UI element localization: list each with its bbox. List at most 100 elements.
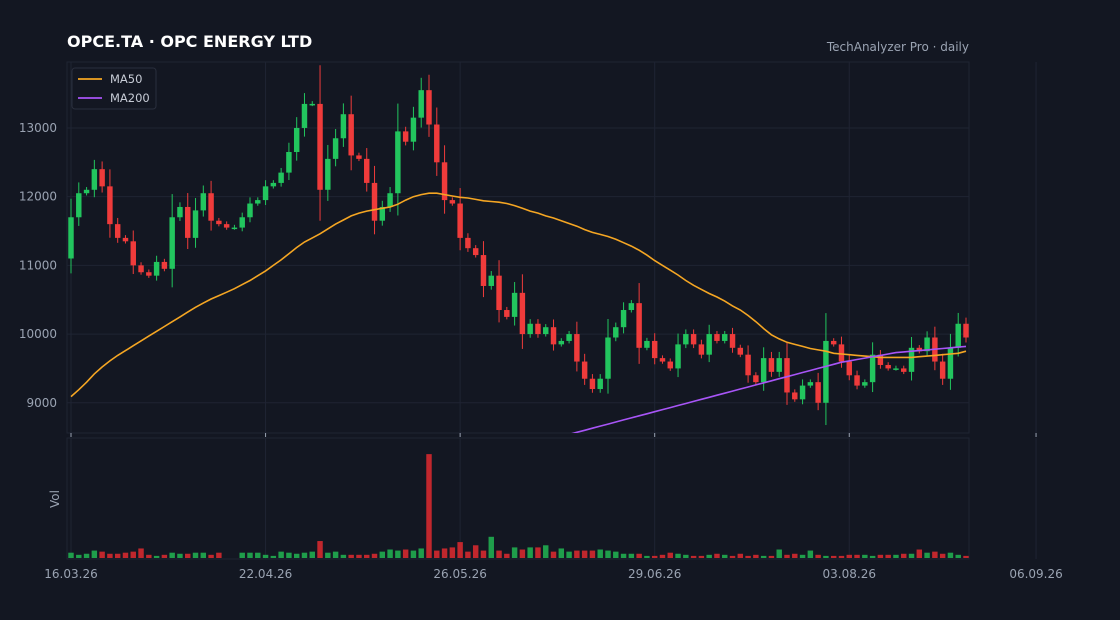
volume-bar bbox=[153, 555, 160, 558]
volume-bar bbox=[566, 551, 572, 558]
candle-body bbox=[239, 217, 245, 228]
candle-body bbox=[192, 210, 199, 238]
legend-label: MA50 bbox=[110, 72, 142, 86]
candle bbox=[76, 182, 82, 226]
volume-bar bbox=[465, 551, 471, 558]
candle-body bbox=[387, 193, 393, 207]
candle-body bbox=[153, 261, 160, 276]
candle bbox=[223, 221, 230, 230]
volume-bar bbox=[426, 454, 432, 558]
candle-body bbox=[480, 255, 487, 286]
candle-body bbox=[714, 334, 720, 341]
candle-body bbox=[146, 272, 152, 276]
candle-body bbox=[838, 344, 845, 362]
volume-bar bbox=[270, 555, 277, 558]
candle-body bbox=[301, 103, 308, 128]
volume-bar bbox=[441, 548, 448, 558]
volume-bar bbox=[799, 554, 806, 558]
candle bbox=[963, 317, 969, 343]
volume-bar bbox=[636, 553, 642, 558]
volume-bar bbox=[776, 549, 782, 558]
candle bbox=[706, 324, 712, 363]
candle-body bbox=[620, 310, 627, 328]
volume-bar bbox=[278, 551, 284, 558]
candle-body bbox=[846, 361, 852, 376]
volume-bar bbox=[511, 547, 518, 558]
volume-bar bbox=[574, 550, 580, 558]
volume-bar bbox=[262, 554, 269, 558]
y-tick-label: 11000 bbox=[19, 258, 57, 272]
y-tick-label: 12000 bbox=[19, 190, 57, 204]
volume-bar bbox=[581, 550, 588, 558]
candle bbox=[784, 342, 790, 405]
candle bbox=[278, 167, 284, 187]
y-tick-label: 13000 bbox=[19, 121, 57, 135]
candle bbox=[955, 312, 961, 357]
volume-bar bbox=[901, 553, 907, 558]
volume-bar bbox=[239, 552, 245, 558]
candle-body bbox=[99, 169, 105, 187]
volume-bar bbox=[908, 553, 915, 558]
candle-body bbox=[636, 303, 642, 348]
candle bbox=[613, 322, 619, 342]
candle-body bbox=[823, 340, 829, 403]
volume-bar bbox=[434, 550, 440, 558]
candle-body bbox=[208, 193, 214, 221]
candle-body bbox=[675, 344, 681, 369]
candle bbox=[465, 233, 471, 252]
volume-bar bbox=[589, 550, 596, 558]
volume-bar bbox=[371, 553, 378, 558]
candle bbox=[543, 324, 549, 337]
volume-bar bbox=[558, 548, 565, 558]
candle bbox=[496, 260, 502, 323]
candle bbox=[667, 358, 673, 371]
candle bbox=[675, 333, 681, 378]
candle bbox=[364, 148, 370, 192]
candle-body bbox=[706, 334, 712, 355]
candle-body bbox=[644, 340, 650, 348]
candle bbox=[293, 117, 300, 161]
candle-body bbox=[589, 378, 596, 390]
volume-bar bbox=[753, 554, 759, 558]
candle bbox=[146, 269, 152, 278]
candle-body bbox=[223, 224, 230, 228]
candle-body bbox=[566, 334, 572, 341]
candle-body bbox=[255, 200, 261, 204]
candle bbox=[566, 330, 572, 344]
volume-bar bbox=[823, 555, 829, 558]
volume-bar bbox=[527, 547, 533, 558]
candle bbox=[426, 74, 432, 137]
volume-bar bbox=[402, 549, 409, 558]
volume-bar bbox=[605, 550, 611, 558]
candle bbox=[91, 159, 98, 198]
candle bbox=[792, 389, 798, 402]
candle bbox=[815, 372, 821, 411]
candle bbox=[301, 93, 308, 137]
candle-body bbox=[963, 323, 969, 338]
candle-body bbox=[332, 138, 339, 159]
candle bbox=[379, 200, 386, 226]
candle bbox=[776, 351, 782, 377]
candle bbox=[247, 197, 253, 223]
candle-body bbox=[434, 124, 440, 163]
volume-bar bbox=[122, 552, 129, 558]
volume-bar bbox=[449, 547, 456, 558]
candle bbox=[550, 319, 557, 351]
candle-body bbox=[426, 90, 432, 125]
candle-body bbox=[83, 189, 90, 194]
volume-bar bbox=[68, 552, 74, 558]
volume-axis-label: Vol bbox=[48, 490, 62, 508]
candle bbox=[387, 187, 393, 212]
volume-bar bbox=[293, 553, 300, 558]
price-pane: 9000 10000 11000 12000 13000 bbox=[19, 61, 1037, 434]
candle bbox=[138, 262, 144, 275]
candle-body bbox=[729, 334, 736, 348]
candle-body bbox=[356, 155, 362, 159]
candle-body bbox=[908, 347, 915, 372]
volume-bar bbox=[932, 551, 938, 558]
volume-bar bbox=[644, 555, 650, 558]
candle-body bbox=[815, 382, 821, 403]
candle bbox=[807, 379, 814, 388]
candle bbox=[581, 353, 588, 385]
candle-body bbox=[457, 203, 463, 238]
